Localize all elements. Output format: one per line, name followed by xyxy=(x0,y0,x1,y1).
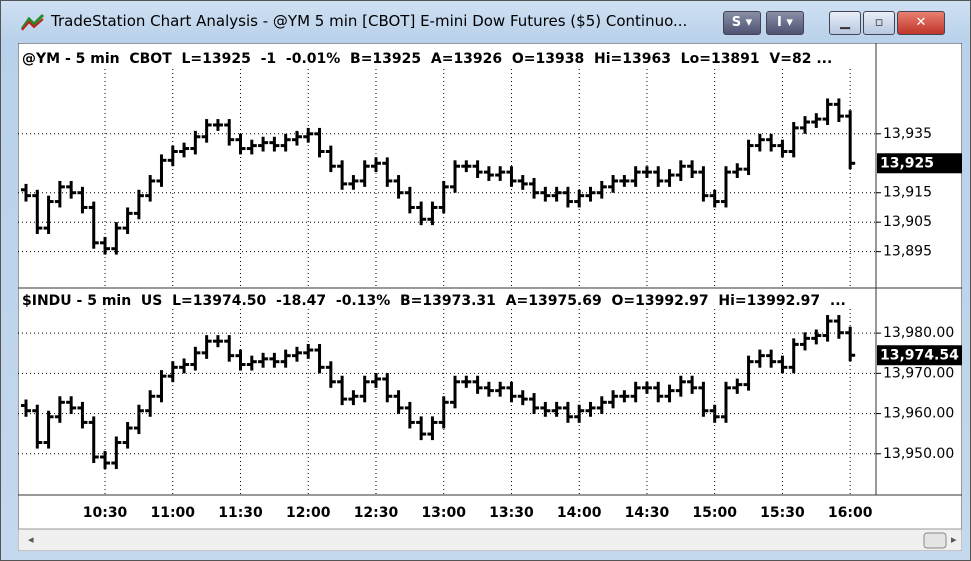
scroll-right[interactable]: ▸ xyxy=(951,533,957,546)
y-tick-label: 13,895 xyxy=(883,244,932,260)
scroll-thumb[interactable] xyxy=(923,532,947,549)
minimize-button[interactable]: ▁ xyxy=(829,11,861,35)
y-tick-label: 13,905 xyxy=(883,214,932,230)
close-button[interactable]: ✕ xyxy=(897,11,945,35)
window-title: TradeStation Chart Analysis - @YM 5 min … xyxy=(51,12,688,30)
i-button[interactable]: I ▾ xyxy=(766,11,804,35)
s-label: S xyxy=(731,15,742,30)
y-tick-label: 13,980.00 xyxy=(883,325,954,341)
y-tick-label: 13,950.00 xyxy=(883,446,954,462)
x-tick-label: 12:00 xyxy=(286,505,331,521)
y-tick-label: 13,970.00 xyxy=(883,365,954,381)
pane-header: $INDU - 5 min US L=13974.50 -18.47 -0.13… xyxy=(22,293,846,309)
last-price-label: 13,925 xyxy=(880,155,934,171)
chart-area: ◂ ▸ 10:30 11:00 11:30 12:00 12:30 13:00 13:30 1… xyxy=(18,43,962,551)
app-icon xyxy=(21,13,45,31)
x-tick-label: 11:30 xyxy=(218,505,263,521)
x-tick-label: 13:30 xyxy=(489,505,534,521)
x-tick-label: 15:30 xyxy=(760,505,805,521)
s-button[interactable]: S ▾ xyxy=(723,11,761,35)
x-tick-label: 12:30 xyxy=(354,505,399,521)
x-tick-label: 10:30 xyxy=(83,505,128,521)
x-tick-label: 15:00 xyxy=(692,505,737,521)
scroll-left[interactable]: ◂ xyxy=(28,533,34,546)
last-price-box xyxy=(877,153,962,174)
last-price-box xyxy=(877,345,962,366)
x-tick-label: 11:00 xyxy=(150,505,195,521)
maximize-button[interactable]: ▫ xyxy=(863,11,895,35)
last-price-label: 13,974.54 xyxy=(880,347,959,363)
y-tick-label: 13,960.00 xyxy=(883,406,954,422)
y-tick-label: 13,915 xyxy=(883,185,932,201)
scrollbar[interactable] xyxy=(18,528,962,551)
i-label: I xyxy=(777,15,782,30)
x-tick-label: 14:30 xyxy=(625,505,670,521)
y-tick-label: 13,935 xyxy=(883,126,932,142)
x-tick-label: 13:00 xyxy=(421,505,466,521)
title-bar: TradeStation Chart Analysis - @YM 5 min … xyxy=(1,1,970,41)
x-tick-label: 16:00 xyxy=(828,505,873,521)
x-tick-label: 14:00 xyxy=(557,505,602,521)
pane-header: @YM - 5 min CBOT L=13925 -1 -0.01% B=139… xyxy=(22,51,832,67)
